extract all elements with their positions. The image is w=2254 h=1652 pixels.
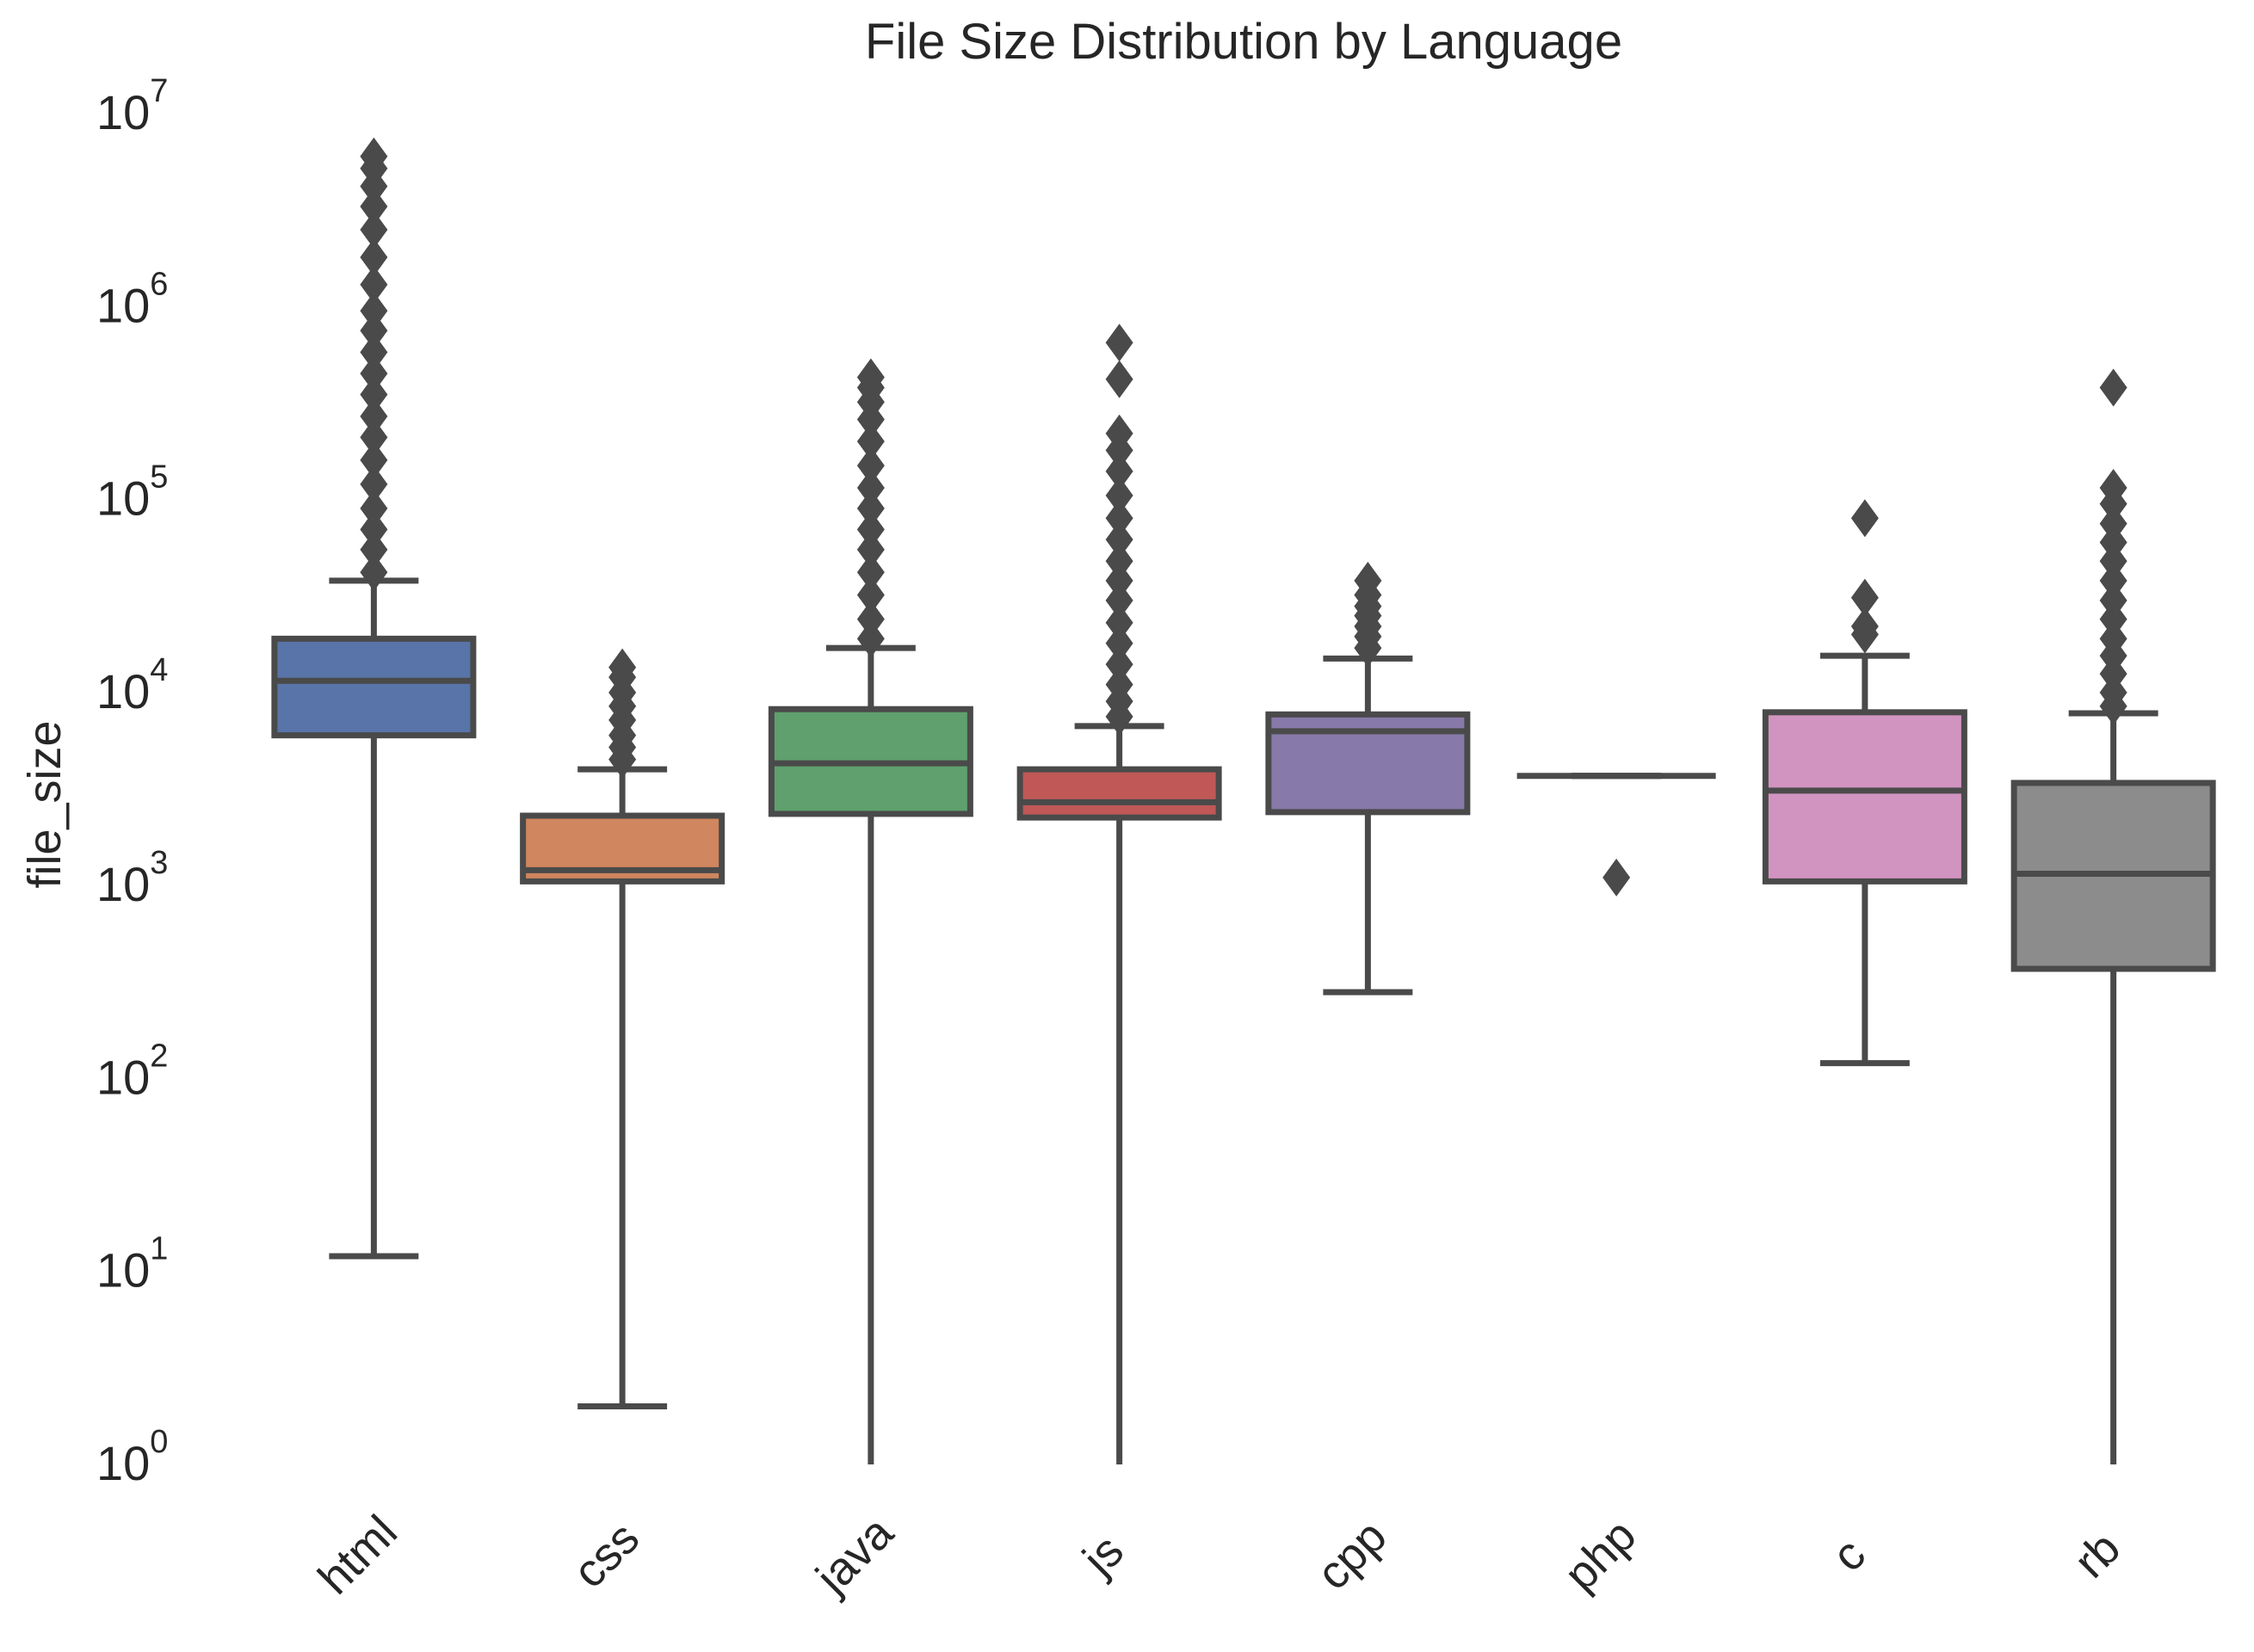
- box-html: [271, 137, 477, 1260]
- outlier-point: [1105, 645, 1133, 684]
- outlier-point: [1105, 521, 1133, 559]
- outlier-point: [2099, 581, 2127, 620]
- outlier-point: [360, 375, 388, 414]
- outlier-point: [360, 187, 388, 225]
- y-tick-label: 101: [96, 1231, 168, 1298]
- x-tick-label-rb: rb: [2065, 1522, 2130, 1587]
- outlier-point: [360, 510, 388, 549]
- outlier-point: [1105, 542, 1133, 581]
- outlier-point: [1603, 858, 1631, 897]
- outlier-point: [360, 211, 388, 250]
- outlier-point: [360, 553, 388, 592]
- y-tick-label: 103: [96, 845, 168, 911]
- x-tick-label-java: java: [805, 1506, 904, 1605]
- outlier-point: [1354, 561, 1382, 600]
- outlier-point: [360, 137, 388, 176]
- iqr-box: [1016, 766, 1222, 821]
- outlier-point: [1105, 360, 1133, 398]
- box-cpp: [1265, 561, 1471, 996]
- outlier-point: [1105, 603, 1133, 642]
- outlier-point: [360, 311, 388, 350]
- outlier-point: [360, 489, 388, 527]
- outlier-point: [1105, 624, 1133, 663]
- outlier-point: [856, 489, 885, 527]
- x-tick-label-php: php: [1554, 1509, 1646, 1600]
- y-tick-label: 105: [96, 459, 168, 526]
- y-tick-label: 100: [96, 1424, 168, 1490]
- outlier-point: [1105, 452, 1133, 490]
- outlier-point: [360, 418, 388, 457]
- outlier-point: [1105, 561, 1133, 600]
- outlier-point: [360, 292, 388, 330]
- box-php: [1516, 773, 1716, 897]
- outlier-point: [608, 648, 637, 687]
- outlier-point: [2099, 561, 2127, 600]
- outlier-point: [360, 238, 388, 277]
- box-js: [1016, 324, 1222, 1464]
- x-tick-label-c: c: [1822, 1529, 1875, 1582]
- box-rb: [2010, 368, 2216, 1464]
- outlier-point: [856, 553, 885, 592]
- y-tick-label: 107: [96, 73, 168, 139]
- outlier-point: [360, 465, 388, 503]
- outlier-point: [856, 576, 885, 614]
- outlier-point: [1850, 499, 1879, 538]
- iqr-box: [1762, 709, 1967, 885]
- outlier-point: [360, 530, 388, 569]
- outlier-point: [856, 422, 885, 461]
- box-c: [1762, 499, 1967, 1067]
- outlier-point: [360, 397, 388, 435]
- x-tick-label-js: js: [1071, 1525, 1133, 1586]
- y-axis-ticks: 100 101 102 103 104 105 106 107: [96, 73, 168, 1490]
- outlier-point: [1105, 414, 1133, 453]
- x-axis-ticks: html css java js cpp php c rb: [308, 1506, 2130, 1605]
- outlier-point: [856, 358, 885, 397]
- outlier-point: [856, 600, 885, 638]
- box-css: [520, 648, 726, 1409]
- outlier-point: [1105, 581, 1133, 620]
- outlier-point: [1105, 324, 1133, 362]
- outlier-point: [2099, 368, 2127, 407]
- outlier-point: [2099, 468, 2127, 507]
- outlier-point: [856, 530, 885, 569]
- y-tick-label: 106: [96, 266, 168, 332]
- outlier-point: [2099, 620, 2127, 658]
- y-tick-label: 102: [96, 1038, 168, 1104]
- outlier-point: [360, 333, 388, 372]
- outlier-point: [856, 447, 885, 485]
- outlier-point: [360, 265, 388, 304]
- y-tick-label: 104: [96, 652, 168, 718]
- chart-title: File Size Distribution by Language: [865, 14, 1622, 70]
- outlier-point: [856, 510, 885, 549]
- outlier-point: [1850, 607, 1879, 646]
- iqr-box: [271, 635, 477, 739]
- x-tick-label-html: html: [308, 1506, 407, 1605]
- outlier-point: [856, 468, 885, 507]
- x-tick-label-cpp: cpp: [1307, 1510, 1397, 1600]
- outlier-point: [856, 620, 885, 658]
- x-tick-label-css: css: [564, 1512, 650, 1598]
- box-java: [768, 358, 973, 1464]
- outlier-point: [1850, 578, 1879, 617]
- outlier-point: [2099, 504, 2127, 543]
- y-axis-label: file_size: [19, 720, 71, 888]
- outlier-point: [360, 354, 388, 393]
- outlier-point: [360, 441, 388, 479]
- boxes-layer: [271, 137, 2216, 1464]
- outlier-point: [1105, 665, 1133, 704]
- outlier-point: [1105, 499, 1133, 538]
- outlier-point: [1105, 476, 1133, 515]
